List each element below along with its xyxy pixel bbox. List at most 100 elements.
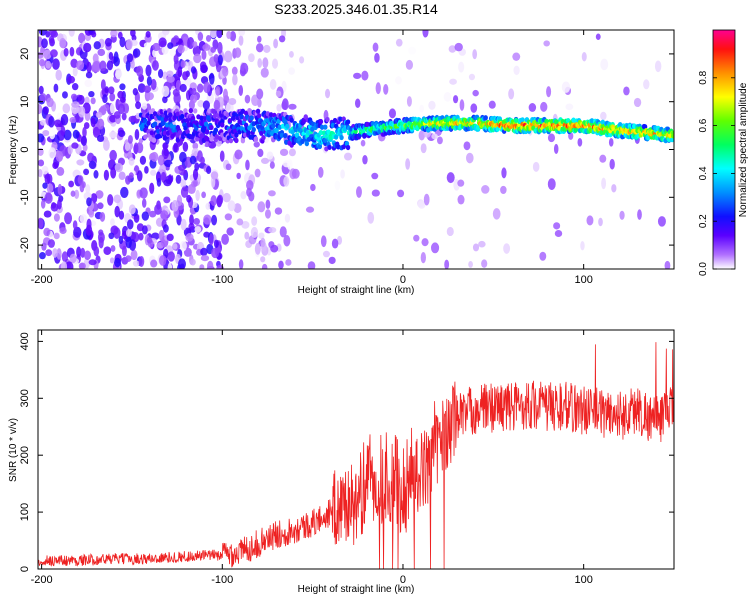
heatmap-noise-cell: [255, 43, 264, 53]
heatmap-noise-cell: [512, 52, 521, 61]
heatmap-ridge-cell: [318, 118, 324, 125]
heatmap-ridge-cell: [209, 124, 214, 131]
heatmap-ridge-cell: [146, 120, 151, 126]
heatmap-ridge-cell: [256, 113, 262, 119]
heatmap-noise-cell: [207, 260, 214, 269]
heatmap-ridge-cell: [520, 117, 525, 123]
heatmap-noise-cell: [42, 182, 48, 189]
heatmap-noise-cell: [299, 56, 305, 64]
heatmap-noise-cell: [419, 104, 425, 113]
heatmap-noise-cell: [72, 66, 78, 77]
heatmap-noise-cell: [600, 111, 607, 121]
heatmap-noise-cell: [417, 200, 426, 209]
spectrogram-xtick-label: 0: [400, 274, 406, 286]
heatmap-ridge-cell: [671, 133, 674, 139]
heatmap-noise-cell: [539, 251, 547, 261]
heatmap-ridge-cell: [242, 132, 248, 138]
heatmap-noise-cell: [193, 179, 198, 187]
heatmap-noise-cell: [117, 103, 126, 115]
heatmap-noise-cell: [60, 114, 69, 126]
heatmap-noise-cell: [132, 48, 141, 58]
heatmap-noise-cell: [265, 199, 271, 210]
heatmap-noise-cell: [180, 60, 186, 69]
heatmap-noise-cell: [478, 240, 486, 248]
heatmap-noise-cell: [62, 103, 71, 114]
heatmap-noise-cell: [443, 91, 452, 102]
heatmap-ridge-cell: [166, 107, 172, 114]
snr-panel: -200 -100 0 100 400 300 200 100 0 Height of stra…: [8, 329, 675, 595]
heatmap-noise-cell: [88, 259, 97, 266]
heatmap-noise-cell: [141, 225, 148, 235]
heatmap-noise-cell: [383, 84, 389, 95]
heatmap-ridge-cell: [365, 121, 370, 127]
heatmap-noise-cell: [310, 183, 316, 192]
heatmap-noise-cell: [67, 145, 73, 155]
heatmap-noise-cell: [118, 129, 126, 138]
heatmap-ridge-cell: [255, 108, 261, 114]
heatmap-noise-cell: [254, 243, 261, 255]
heatmap-noise-cell: [49, 127, 56, 140]
heatmap-ridge-cell: [177, 129, 183, 136]
heatmap-noise-cell: [90, 97, 96, 105]
heatmap-noise-cell: [39, 119, 46, 126]
heatmap-noise-cell: [619, 210, 625, 220]
heatmap-noise-cell: [167, 42, 174, 50]
heatmap-noise-cell: [182, 71, 189, 81]
heatmap-ridge-cell: [271, 123, 276, 129]
heatmap-noise-cell: [457, 194, 465, 205]
heatmap-noise-cell: [38, 244, 42, 254]
heatmap-noise-cell: [141, 211, 150, 221]
heatmap-noise-cell: [197, 100, 205, 108]
heatmap-noise-cell: [595, 33, 601, 40]
heatmap-noise-cell: [201, 49, 207, 60]
heatmap-noise-cell: [182, 141, 189, 152]
heatmap-ridge-cell: [253, 136, 259, 142]
heatmap-noise-cell: [413, 234, 420, 242]
heatmap-noise-cell: [128, 115, 136, 123]
heatmap-ridge-cell: [279, 132, 285, 138]
heatmap-noise-cell: [119, 83, 126, 91]
heatmap-noise-cell: [173, 35, 180, 43]
heatmap-noise-cell: [257, 35, 262, 43]
spectrogram-ytick-label: 0: [19, 146, 31, 152]
heatmap-noise-cell: [577, 137, 583, 147]
heatmap-noise-cell: [238, 84, 244, 97]
heatmap-noise-cell: [397, 189, 405, 198]
heatmap-noise-cell: [128, 157, 135, 166]
heatmap-noise-cell: [317, 166, 324, 178]
heatmap-noise-cell: [119, 36, 126, 48]
heatmap-noise-cell: [161, 147, 169, 160]
heatmap-noise-cell: [268, 190, 276, 197]
heatmap-noise-cell: [492, 208, 501, 220]
heatmap-noise-cell: [360, 139, 366, 147]
snr-y-label: SNR (10 * v/v): [8, 418, 19, 482]
heatmap-noise-cell: [96, 118, 105, 130]
heatmap-ridge-cell: [192, 108, 198, 114]
heatmap-noise-cell: [250, 226, 259, 238]
snr-xtick-label: 0: [400, 574, 406, 586]
heatmap-noise-cell: [664, 260, 671, 269]
heatmap-noise-cell: [472, 49, 478, 60]
heatmap-noise-cell: [108, 86, 115, 95]
heatmap-noise-cell: [179, 83, 187, 93]
heatmap-noise-cell: [166, 233, 174, 242]
heatmap-noise-cell: [282, 160, 291, 168]
heatmap-noise-cell: [145, 64, 152, 77]
heatmap-noise-cell: [216, 194, 224, 206]
heatmap-noise-cell: [219, 150, 225, 162]
heatmap-noise-cell: [48, 35, 55, 44]
heatmap-noise-cell: [192, 45, 201, 57]
heatmap-noise-cell: [197, 32, 204, 42]
heatmap-ridge-cell: [565, 118, 571, 124]
heatmap-noise-cell: [612, 75, 621, 88]
heatmap-noise-cell: [353, 72, 362, 79]
heatmap-noise-cell: [158, 229, 165, 241]
heatmap-noise-cell: [238, 259, 244, 269]
heatmap-noise-cell: [86, 61, 92, 74]
heatmap-noise-cell: [149, 182, 155, 194]
heatmap-noise-cell: [71, 83, 79, 91]
heatmap-noise-cell: [356, 186, 362, 198]
heatmap-ridge-cell: [185, 129, 190, 135]
heatmap-noise-cell: [273, 38, 279, 49]
